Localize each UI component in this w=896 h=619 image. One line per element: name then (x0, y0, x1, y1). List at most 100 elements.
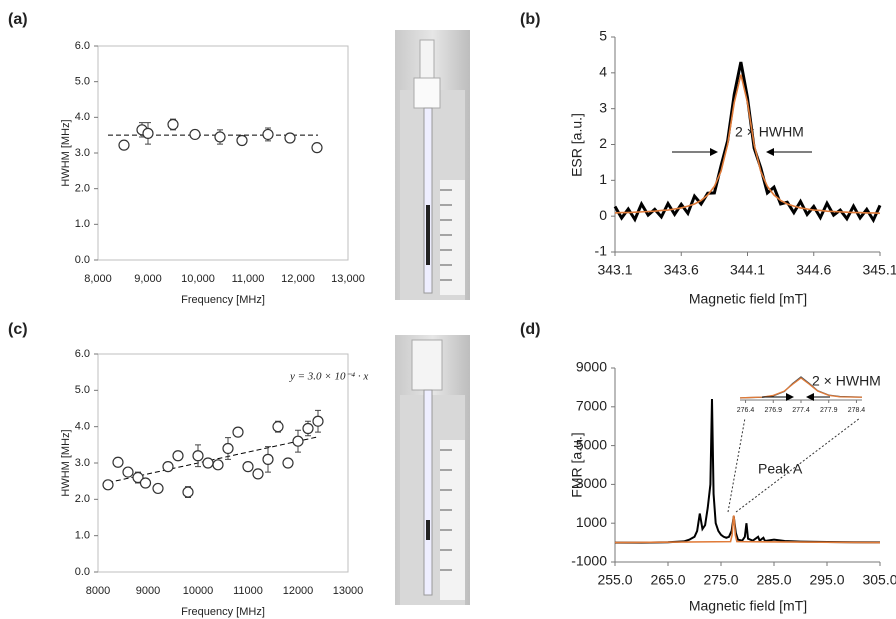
x-tick-label: 10,000 (181, 273, 215, 285)
x-tick-label: 8,000 (84, 273, 112, 285)
x-axis-title: Magnetic field [mT] (689, 598, 807, 614)
data-point (122, 466, 134, 478)
x-tick-label: 285.0 (756, 572, 791, 588)
panel-label: (b) (520, 11, 540, 28)
y-tick-label: 0 (599, 207, 607, 223)
leader (735, 417, 861, 513)
data-point (202, 457, 214, 469)
inset-annotation: 2 × HWHM (812, 373, 881, 389)
y-tick-label: 1.0 (75, 530, 90, 542)
y-tick-label: 4 (599, 64, 607, 80)
data-line (614, 74, 881, 215)
data-point (152, 482, 164, 495)
fit-line (107, 436, 319, 484)
x-tick-label: 344.1 (730, 262, 765, 278)
x-tick-label: 9000 (136, 585, 160, 597)
annotation: Peak A (758, 461, 803, 477)
plot-frame (97, 45, 349, 261)
y-tick-label: 5.0 (75, 384, 90, 396)
x-tick-label: 12,000 (281, 273, 315, 285)
y-tick-label: 5.0 (75, 76, 90, 88)
x-tick-label: 12000 (283, 585, 314, 597)
x-tick-label: 8000 (86, 585, 110, 597)
y-tick-label: 1.0 (75, 218, 90, 230)
inset-tick-label: 276.9 (765, 407, 783, 414)
x-tick-label: 13000 (333, 585, 364, 597)
data-point (302, 422, 314, 435)
data-point (132, 471, 144, 484)
data-point (139, 477, 152, 489)
y-tick-label: 2.0 (75, 493, 90, 505)
x-tick-label: 265.0 (650, 572, 685, 588)
y-axis-title: HWHM [MHz] (60, 429, 72, 496)
data-point (189, 128, 201, 141)
y-tick-label: 7000 (576, 398, 607, 414)
inset-tick-label: 277.4 (792, 407, 810, 414)
data-point (212, 459, 224, 471)
data-point (182, 486, 194, 498)
data-point (222, 442, 234, 455)
x-axis-title: Magnetic field [mT] (689, 291, 807, 307)
data-point (252, 468, 264, 480)
x-tick-label: 305.0 (862, 572, 896, 588)
x-tick-label: 11,000 (232, 273, 265, 285)
x-axis-title: Frequency [MHz] (181, 606, 265, 618)
y-tick-label: 3 (599, 99, 607, 115)
x-tick-label: 275.0 (703, 572, 738, 588)
data-point (102, 479, 114, 491)
data-point (284, 132, 296, 144)
inset-tick-label: 276.4 (737, 407, 755, 414)
data-point (192, 450, 204, 462)
y-tick-label: 5 (599, 28, 607, 44)
data-point (112, 456, 124, 468)
annotation: y = 3.0 × 10⁻⁴ · x (289, 371, 368, 383)
x-tick-label: 345.1 (862, 262, 896, 278)
data-point (292, 435, 304, 447)
data-point (272, 421, 284, 433)
data-line (613, 61, 882, 224)
data-point (214, 131, 226, 143)
y-tick-label: 0.0 (75, 254, 90, 266)
data-point (262, 128, 274, 141)
y-tick-label: 0.0 (75, 566, 90, 578)
y-axis-title: HWHM [MHz] (60, 119, 72, 186)
inset-tick-label: 278.4 (848, 407, 866, 414)
y-tick-label: -1000 (571, 553, 607, 569)
data-point (232, 426, 244, 438)
data-line (614, 515, 881, 544)
x-tick-label: 255.0 (597, 572, 632, 588)
data-point (142, 127, 154, 139)
x-tick-label: 343.6 (664, 262, 699, 278)
data-point (242, 461, 254, 473)
y-tick-label: 3.0 (75, 457, 90, 469)
inset-tick-label: 277.9 (820, 407, 838, 414)
data-point (167, 118, 179, 131)
panel-label: (c) (8, 321, 28, 338)
x-tick-label: 343.1 (597, 262, 632, 278)
data-point (312, 415, 324, 427)
y-tick-label: 1000 (576, 514, 607, 530)
data-point (311, 142, 323, 154)
leader (727, 417, 746, 513)
photo (395, 30, 470, 300)
panel-label: (a) (8, 11, 28, 28)
x-axis-title: Frequency [MHz] (181, 294, 265, 306)
panel-label: (d) (520, 321, 540, 338)
photo (395, 335, 470, 605)
y-tick-label: 4.0 (75, 111, 90, 123)
y-tick-label: 5000 (576, 436, 607, 452)
data-point (172, 450, 184, 462)
y-tick-label: 3000 (576, 475, 607, 491)
x-tick-label: 13,000 (331, 273, 365, 285)
y-tick-label: 2 (599, 135, 607, 151)
y-tick-label: 2.0 (75, 183, 90, 195)
y-tick-label: 6.0 (75, 40, 90, 52)
y-tick-label: 9000 (576, 359, 607, 375)
data-point (282, 457, 294, 469)
data-line (615, 399, 881, 544)
x-tick-label: 10000 (183, 585, 214, 597)
y-tick-label: 4.0 (75, 421, 90, 433)
y-tick-label: 6.0 (75, 348, 90, 360)
